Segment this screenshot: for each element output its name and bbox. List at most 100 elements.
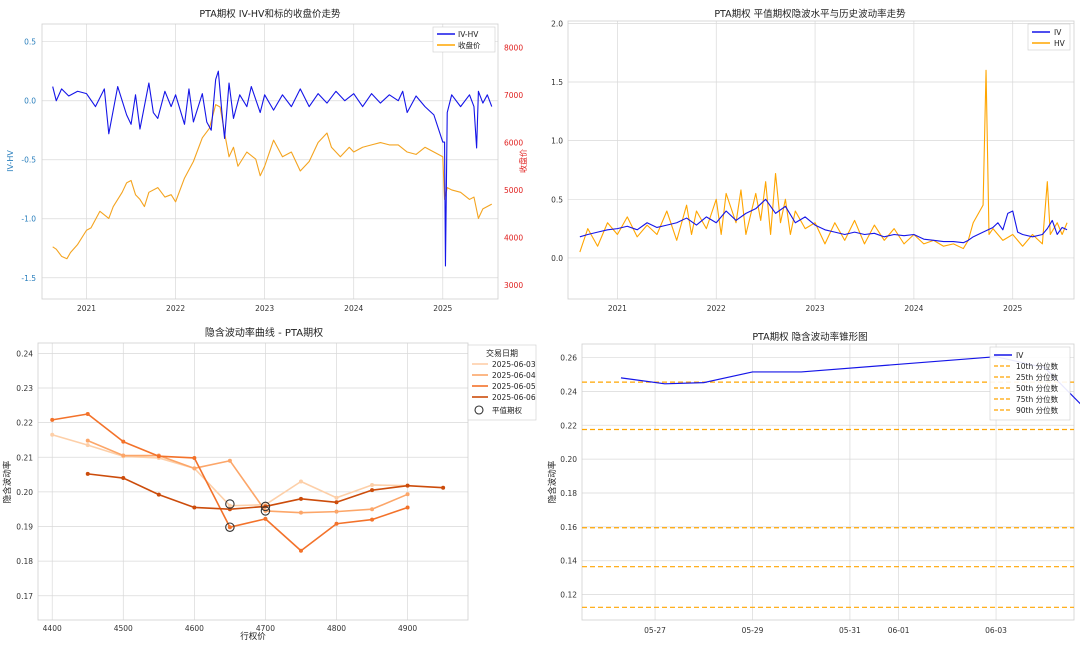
x-ticks: 4400 4500 4600 4700 4800 4900	[43, 624, 418, 633]
smile-point	[298, 496, 303, 501]
legend: IV HV	[1027, 23, 1071, 51]
smile-point	[156, 492, 161, 497]
legend: IV 10th 分位数 25th 分位数 50th 分位数 75th 分位数 9…	[989, 346, 1071, 421]
x-tick-label: 06-01	[888, 626, 910, 635]
y-ticks: 2.0 1.5 1.0 0.5 0.0	[551, 19, 563, 263]
x-tick-label: 4800	[327, 624, 346, 633]
smile-point	[50, 432, 55, 437]
smile-point	[121, 476, 126, 481]
series-line-iv	[579, 198, 1068, 244]
legend-label: IV-HV	[458, 30, 479, 39]
smile-point	[370, 517, 375, 522]
smile-point	[405, 505, 410, 510]
smile-point	[405, 492, 410, 497]
smile-point	[298, 548, 303, 553]
y-ticks: 0.24 0.23 0.22 0.21 0.20 0.19 0.18 0.17	[16, 349, 33, 600]
atm-marker	[225, 499, 235, 509]
legend-label: 收盘价	[458, 40, 481, 50]
y-tick-label: 0.0	[24, 97, 36, 106]
legend-label: 2025-06-03	[492, 360, 536, 369]
y2-tick-label: 6000	[504, 139, 523, 148]
smile-point	[370, 488, 375, 493]
y-tick-label: 0.21	[16, 453, 33, 462]
chart-title: PTA期权 隐含波动率锥形图	[752, 331, 867, 343]
smile-line-2025-06-05	[52, 413, 408, 552]
legend-box	[1027, 23, 1071, 51]
smile-point	[405, 483, 410, 488]
legend-label: 2025-06-05	[492, 382, 536, 391]
plot-frame	[37, 342, 469, 621]
y-axis-label: 隐含波动率	[547, 460, 558, 503]
y-tick-label: 0.26	[560, 354, 577, 363]
y-tick-label: 0.5	[551, 195, 563, 204]
smile-point	[298, 510, 303, 515]
y-tick-label: -1.5	[21, 274, 36, 283]
smile-point	[227, 525, 232, 530]
legend-box	[467, 344, 537, 421]
smile-point	[121, 439, 126, 444]
x-ticks: 2021 2022 2023 2024 2025	[608, 304, 1023, 313]
legend-title: 交易日期	[486, 348, 518, 358]
y-tick-label: 0.14	[560, 557, 577, 566]
x-tick-label: 2022	[707, 304, 726, 313]
legend-label: 2025-06-04	[492, 371, 536, 380]
x-tick-label: 4500	[114, 624, 133, 633]
smile-point	[334, 500, 339, 505]
x-axis-label: 行权价	[240, 631, 266, 642]
legend-label: 50th 分位数	[1016, 383, 1059, 393]
series-lines	[579, 69, 1068, 253]
smile-point	[192, 466, 197, 471]
legend-atm-marker	[474, 405, 484, 415]
y2-tick-label: 5000	[504, 186, 523, 195]
atm-markers	[225, 499, 271, 532]
chart-vol-smile-svg: 隐含波动率曲线 - PTA期权 0.24 0.23 0.22 0.21 0.20 0.19…	[2, 326, 537, 642]
legend-label: 平值期权	[492, 405, 522, 415]
legend-label: 25th 分位数	[1016, 372, 1059, 382]
smile-point	[85, 471, 90, 476]
x-tick-label: 2022	[166, 304, 185, 313]
y2-tick-label: 4000	[504, 233, 523, 242]
plot-frame	[567, 20, 1075, 300]
atm-marker	[260, 506, 271, 516]
x-tick-label: 2023	[806, 304, 825, 313]
y-tick-label: 2.0	[551, 19, 563, 28]
smile-point	[192, 455, 197, 460]
legend-box	[432, 26, 496, 53]
y-ticks-left: 0.5 0.0 -0.5 -1.0 -1.5	[21, 38, 36, 283]
legend: 交易日期 2025-06-03 2025-06-04 2025-06-05 20…	[467, 344, 537, 421]
y-tick-label: 0.24	[16, 349, 33, 358]
y-tick-label: 0.16	[560, 523, 577, 532]
y-tick-label: 0.22	[16, 419, 33, 428]
atm-marker	[225, 522, 235, 532]
x-tick-label: 4900	[398, 624, 417, 633]
legend-label: IV	[1016, 351, 1024, 360]
smile-point	[50, 417, 55, 422]
y2-tick-label: 7000	[504, 91, 523, 100]
x-tick-label: 2023	[255, 304, 274, 313]
smile-line-2025-06-03	[51, 433, 408, 507]
y-ticks-right: 8000 7000 6000 5000 4000 3000	[504, 44, 523, 290]
y-tick-label: 0.18	[16, 557, 33, 566]
y-tick-label: -1.0	[21, 215, 36, 224]
legend-label: IV	[1054, 28, 1062, 37]
chart-iv-hv-price-svg: PTA期权 IV-HV和标的收盘价走势 0.5 0.0 -0.5 -1.0 -1.5 8…	[6, 8, 528, 313]
legend-label: HV	[1054, 39, 1066, 48]
y-tick-label: 0.24	[560, 387, 577, 396]
x-tick-label: 2024	[904, 304, 923, 313]
x-tick-label: 05-29	[742, 626, 764, 635]
grid	[38, 343, 468, 620]
smile-point	[370, 507, 375, 512]
y-tick-label: 0.18	[560, 489, 577, 498]
y-axis-label: IV-HV	[6, 150, 15, 172]
x-tick-label: 2025	[433, 304, 452, 313]
x-tick-label: 06-03	[985, 626, 1007, 635]
x-tick-label: 4600	[185, 624, 204, 633]
series-line-hv	[579, 69, 1068, 253]
smile-point	[227, 503, 232, 508]
y-tick-label: 0.23	[16, 384, 33, 393]
plot-frame	[581, 343, 1075, 621]
chart-title: PTA期权 平值期权隐波水平与历史波动率走势	[714, 8, 906, 20]
y2-axis-label: 收盘价	[518, 149, 528, 173]
y-tick-label: -0.5	[21, 156, 36, 165]
y-tick-label: 0.19	[16, 523, 33, 532]
